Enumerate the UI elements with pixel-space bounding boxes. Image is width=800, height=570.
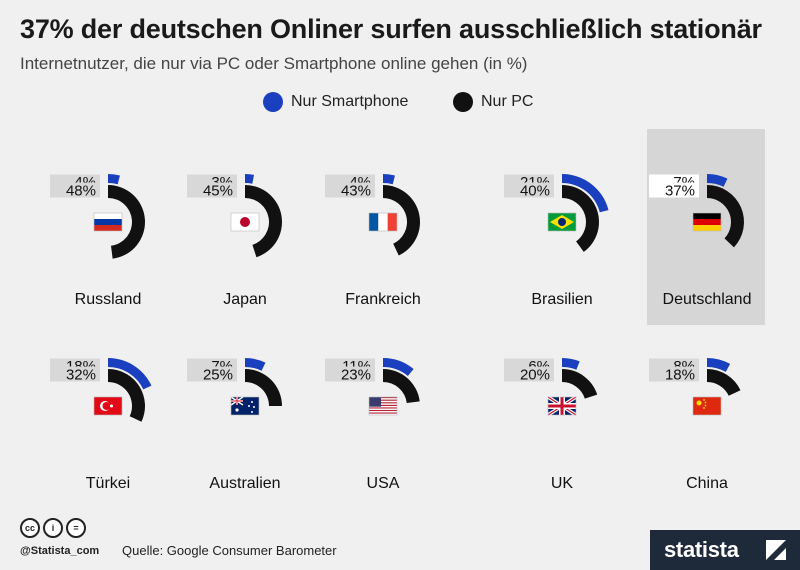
arc-pc (383, 185, 421, 256)
label-box-pc (504, 182, 554, 198)
label-box-pc (187, 366, 237, 382)
arc-pc (707, 369, 741, 396)
statista-logo-icon (766, 540, 786, 560)
license-icons: cc i = (20, 518, 86, 538)
arc-smartphone (245, 358, 266, 371)
value-label-pc: 45% (203, 183, 233, 200)
value-label-pc: 40% (520, 183, 550, 200)
flag-japan-icon (230, 212, 260, 232)
flag-australia-icon (230, 396, 260, 416)
legend-dot-pc (453, 92, 473, 112)
arc-smartphone (707, 174, 728, 187)
arc-pc (108, 185, 146, 259)
country-label: China (686, 475, 728, 492)
legend-label-smartphone: Nur Smartphone (291, 93, 409, 110)
label-box-pc (649, 366, 699, 382)
country-label: Frankreich (345, 291, 421, 308)
arc-smartphone (383, 174, 395, 185)
noderivs-icon: = (66, 518, 86, 538)
chart-item-usa: 11%23%USA (325, 358, 420, 492)
legend: Nur Smartphone Nur PC (0, 92, 800, 114)
label-box-pc (325, 182, 375, 198)
value-label-pc: 43% (341, 183, 371, 200)
statista-logo[interactable]: statista (650, 530, 800, 570)
value-label-pc: 18% (665, 367, 695, 384)
chart-item-russia: 4%48%Russland (50, 174, 146, 308)
flag-brazil-icon (547, 212, 577, 232)
chart-item-germany: 7%37%Deutschland (647, 129, 765, 325)
arc-smartphone (245, 174, 254, 184)
arc-pc (108, 369, 146, 422)
statista-wordmark: statista (664, 537, 739, 562)
value-label-pc: 23% (341, 367, 371, 384)
label-box-pc (50, 366, 100, 382)
arc-pc (562, 369, 598, 399)
label-box-pc (649, 182, 699, 198)
label-box-pc (325, 366, 375, 382)
label-box-pc (50, 182, 100, 198)
chart-item-turkey: 18%32%Türkei (50, 358, 152, 492)
label-box-pc (504, 366, 554, 382)
attribution-icon: i (43, 518, 63, 538)
value-label-pc: 48% (66, 183, 96, 200)
page-subtitle: Internetnutzer, die nur via PC oder Smar… (20, 54, 528, 73)
chart-item-france: 4%43%Frankreich (325, 174, 421, 308)
arc-smartphone (562, 358, 580, 370)
arc-smartphone (108, 358, 152, 390)
flag-usa-icon (368, 396, 398, 416)
chart-item-china: 8%18%China (649, 358, 741, 492)
country-label: Deutschland (663, 291, 752, 308)
flag-uk-icon (547, 395, 577, 417)
legend-item-pc: Nur PC (453, 92, 533, 112)
arc-pc (245, 369, 282, 406)
flag-france-icon (368, 212, 398, 232)
flag-germany-icon (692, 212, 722, 232)
arc-smartphone (707, 358, 731, 372)
value-label-pc: 32% (66, 367, 96, 384)
country-label: Australien (209, 475, 280, 492)
label-box-pc (187, 182, 237, 198)
arc-smartphone (108, 174, 120, 185)
country-label: Türkei (86, 475, 130, 492)
arc-pc (562, 185, 599, 252)
country-label: Brasilien (531, 291, 592, 308)
chart-item-brazil: 21%40%Brasilien (504, 174, 609, 308)
cc-icon: cc (20, 518, 40, 538)
page-title: 37% der deutschen Onliner surfen ausschl… (20, 14, 762, 44)
legend-dot-smartphone (263, 92, 283, 112)
source-note: Quelle: Google Consumer Barometer (122, 543, 337, 558)
country-label: USA (367, 475, 400, 492)
value-label-pc: 37% (665, 183, 695, 200)
arc-pc (707, 184, 745, 248)
flag-turkey-icon (93, 396, 123, 416)
arc-pc (383, 369, 420, 403)
statista-handle: @Statista_com (20, 545, 100, 557)
value-label-pc: 25% (203, 367, 233, 384)
legend-item-smartphone: Nur Smartphone (263, 92, 408, 112)
country-label: Russland (75, 291, 142, 308)
chart-item-australia: 7%25%Australien (187, 358, 282, 492)
arc-pc (245, 185, 282, 258)
arc-smartphone (383, 358, 414, 376)
value-label-pc: 20% (520, 367, 550, 384)
flag-china-icon (692, 396, 722, 416)
flag-russia-icon (93, 212, 123, 232)
chart-item-japan: 3%45%Japan (187, 174, 282, 308)
chart-item-uk: 6%20%UK (504, 358, 598, 492)
country-label: UK (551, 475, 574, 492)
legend-label-pc: Nur PC (481, 93, 534, 110)
arc-smartphone (562, 174, 609, 213)
country-label: Japan (223, 291, 267, 308)
